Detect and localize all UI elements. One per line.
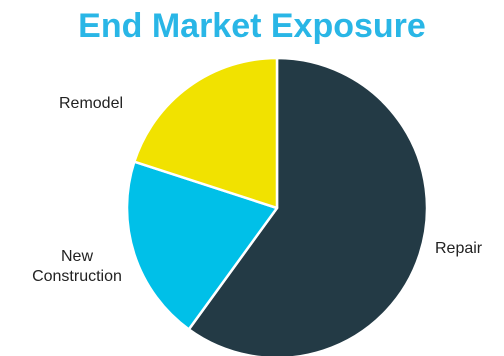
- pie-label-line: Remodel: [59, 95, 123, 112]
- pie-label-remodel: Remodel: [59, 95, 123, 112]
- pie-label-line: New: [61, 248, 93, 265]
- pie-label-new-construction: New Construction: [32, 248, 122, 285]
- pie-label-line: Construction: [32, 268, 122, 285]
- pie-label-line: Repair: [435, 240, 483, 257]
- pie-labels: Repair New Construction Remodel: [32, 95, 483, 285]
- pie-slices: [125, 56, 429, 356]
- pie-slice-new-construction: [125, 160, 279, 331]
- chart-title: End Market Exposure: [78, 7, 426, 45]
- pie-label-repair: Repair: [435, 240, 483, 257]
- pie-slice-repair: [187, 56, 429, 356]
- pie-slice-remodel: [133, 56, 279, 210]
